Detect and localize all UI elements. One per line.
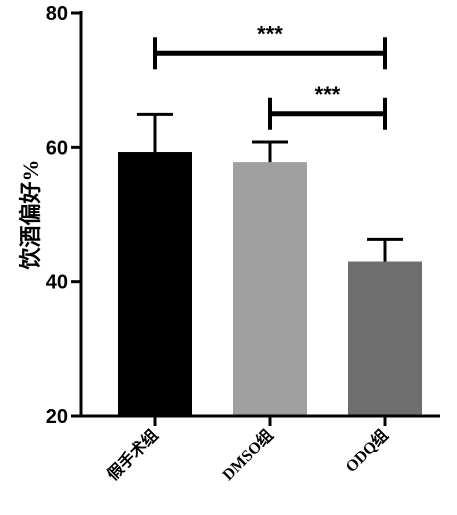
sig-label-0: *** xyxy=(257,21,283,46)
sig-label-1: *** xyxy=(315,82,341,107)
x-tick-label-1: DMSO组 xyxy=(218,425,277,484)
y-tick-label-3: 80 xyxy=(46,3,68,25)
y-axis-label: 饮酒偏好% xyxy=(18,159,43,270)
y-tick-label-2: 60 xyxy=(46,137,68,159)
x-tick-label-0: 假手术组 xyxy=(103,425,162,484)
significance-group: *** *** xyxy=(153,21,387,130)
y-tick-label-1: 40 xyxy=(46,272,68,294)
bar-0 xyxy=(118,152,192,416)
y-tick-label-0: 20 xyxy=(46,406,68,428)
bar-1 xyxy=(233,162,307,416)
bar-2 xyxy=(348,261,422,416)
bars-group xyxy=(118,152,422,416)
error-bars-group xyxy=(137,112,403,262)
x-tick-label-2: ODQ组 xyxy=(341,425,392,476)
